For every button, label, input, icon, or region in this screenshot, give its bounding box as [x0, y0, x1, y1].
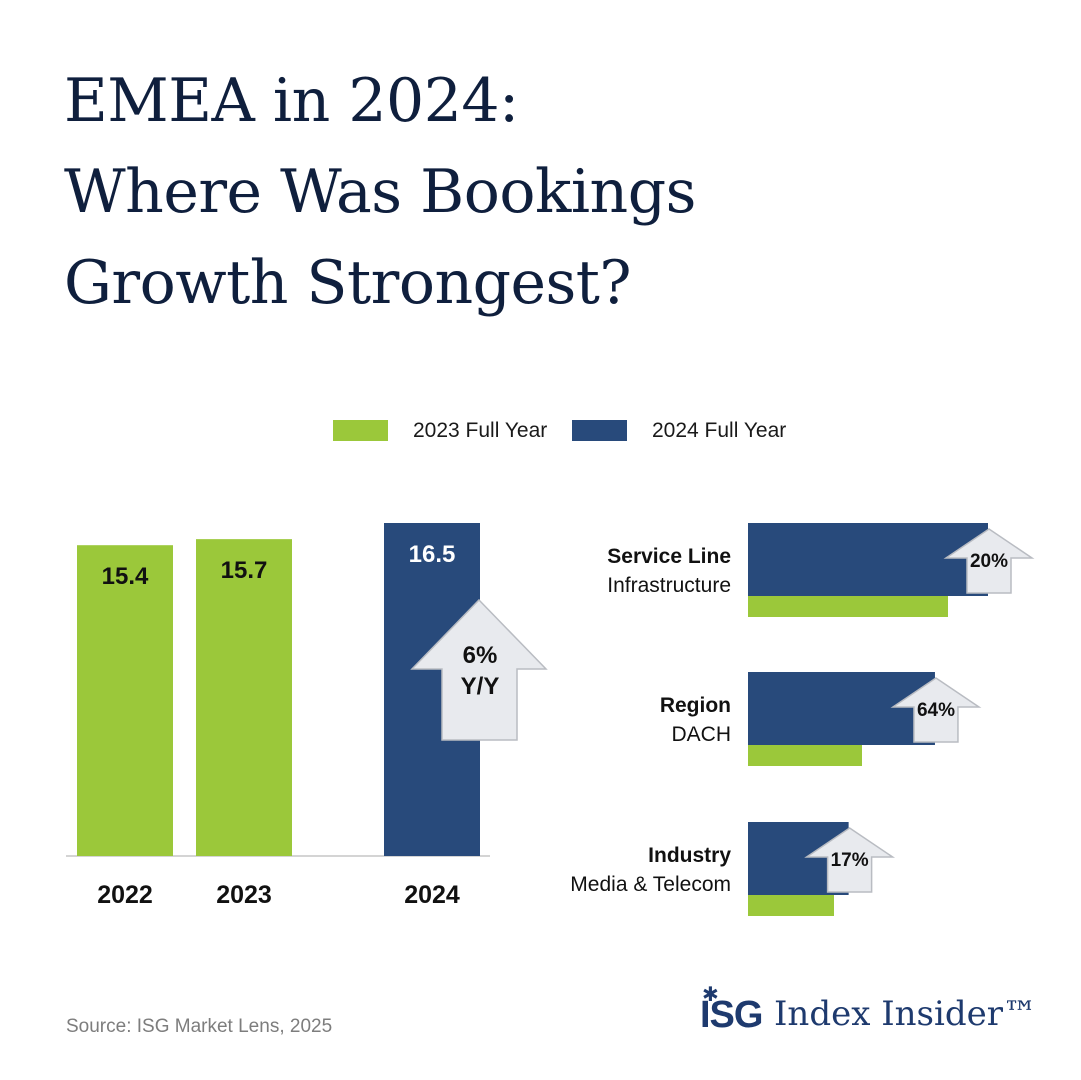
page-title: EMEA in 2024: Where Was Bookings Growth …	[64, 56, 696, 329]
legend-label-2023: 2023 Full Year	[413, 419, 548, 442]
growth-label-1: 64%	[917, 700, 955, 721]
x-tick-label-2022: 2022	[97, 881, 153, 909]
x-tick-label-2023: 2023	[216, 881, 272, 909]
category-group-label-0: Service Line	[607, 545, 731, 568]
growth-arrow-2	[804, 827, 896, 893]
bar-value-label-2024: 16.5	[409, 541, 456, 568]
category-group-label-2: Industry	[648, 844, 731, 867]
bar-2022	[77, 545, 173, 856]
growth-label-pct: 6%	[463, 642, 498, 669]
bar-2024-0	[748, 523, 988, 596]
legend-label-2024: 2024 Full Year	[652, 419, 787, 442]
category-name-label-2: Media & Telecom	[570, 873, 731, 896]
source-note: Source: ISG Market Lens, 2025	[66, 1016, 333, 1037]
bar-2023-0	[748, 596, 948, 617]
bar-2023-1	[748, 745, 862, 766]
category-group-label-1: Region	[660, 694, 731, 717]
legend-swatch-navy	[572, 420, 627, 441]
logo-mark: ISG	[700, 994, 763, 1036]
bar-2023	[196, 539, 292, 856]
x-tick-label-2024: 2024	[404, 881, 460, 909]
growth-label-2: 17%	[831, 850, 869, 871]
growth-arrow-1	[890, 677, 982, 743]
growth-label-0: 20%	[970, 551, 1008, 572]
bar-value-label-2022: 15.4	[102, 563, 149, 590]
title-line-2: Where Was Bookings	[64, 157, 696, 227]
growth-arrow-0	[943, 528, 1035, 594]
bar-2024-1	[748, 672, 935, 745]
logo-text: Index Insider™	[774, 994, 1037, 1034]
bar-2023-2	[748, 895, 834, 916]
title-line-1: EMEA in 2024:	[64, 66, 519, 136]
category-name-label-0: Infrastructure	[607, 574, 731, 597]
legend-swatch-green	[333, 420, 388, 441]
bar-value-label-2023: 15.7	[221, 557, 268, 584]
growth-label-yy: Y/Y	[461, 673, 500, 700]
asterisk-icon: ✱	[702, 982, 719, 1006]
title-line-3: Growth Strongest?	[64, 248, 632, 318]
category-name-label-1: DACH	[671, 723, 731, 746]
growth-arrow-yy	[410, 598, 548, 741]
